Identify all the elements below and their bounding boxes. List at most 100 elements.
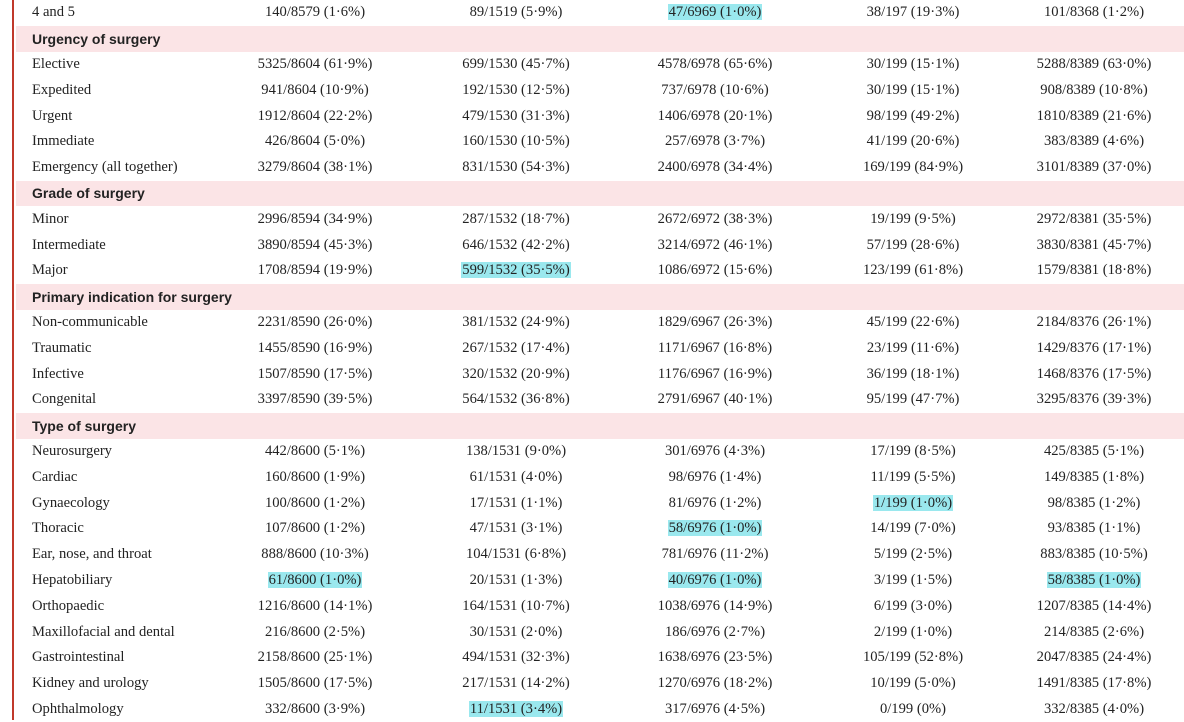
cell-value: 1455/8590 (16·9%): [257, 339, 373, 356]
table-cell: 107/8600 (1·2%): [206, 516, 424, 542]
cell-value: 442/8600 (5·1%): [264, 442, 366, 459]
table-cell: 1429/8376 (17·1%): [1004, 335, 1184, 361]
table-cell: 101/8368 (1·2%): [1004, 0, 1184, 26]
section-header-row: Type of surgery: [16, 412, 1184, 439]
table-cell: 169/199 (84·9%): [822, 155, 1004, 181]
row-label: Gynaecology: [32, 494, 110, 511]
table-cell: 138/1531 (9·0%): [424, 439, 608, 465]
table-cell: 3830/8381 (45·7%): [1004, 232, 1184, 258]
table-cell: 47/1531 (3·1%): [424, 516, 608, 542]
table-cell: 1507/8590 (17·5%): [206, 361, 424, 387]
row-label: Elective: [32, 55, 80, 72]
table-cell: 58/8385 (1·0%): [1004, 568, 1184, 594]
table-cell: 100/8600 (1·2%): [206, 490, 424, 516]
cell-value: 30/199 (15·1%): [866, 55, 960, 72]
cell-value: 160/1530 (10·5%): [462, 133, 570, 150]
row-label: Orthopaedic: [32, 597, 105, 614]
section-header-row: Grade of surgery: [16, 180, 1184, 207]
row-label: Infective: [32, 365, 84, 382]
table-cell: 2672/6972 (38·3%): [608, 206, 822, 232]
table-cell: 61/1531 (4·0%): [424, 464, 608, 490]
table-row: Congenital 3397/8590 (39·5%) 564/1532 (36·…: [16, 387, 1184, 413]
table-cell: 4578/6978 (65·6%): [608, 52, 822, 78]
cell-value: 320/1532 (20·9%): [462, 365, 570, 382]
table-row: Emergency (all together) 3279/8604 (38·1%…: [16, 155, 1184, 181]
row-label: Major: [32, 262, 68, 279]
cell-value: 169/199 (84·9%): [862, 159, 964, 176]
table-cell: 781/6976 (11·2%): [608, 542, 822, 568]
table-cell: 3397/8590 (39·5%): [206, 387, 424, 413]
table-body: 4 and 5 140/8579 (1·6%) 89/1519 (5·9%) 47/6…: [16, 0, 1184, 722]
cell-value: 1176/6967 (16·9%): [657, 365, 773, 382]
highlighted-value: 58/6976 (1·0%): [667, 520, 763, 537]
table-row: Cardiac 160/8600 (1·9%) 61/1531 (4·0%) 98/6…: [16, 464, 1184, 490]
table-cell: 2047/8385 (24·4%): [1004, 645, 1184, 671]
table-row: Major 1708/8594 (19·9%) 599/1532 (35·5%) 10…: [16, 258, 1184, 284]
cell-value: 1216/8600 (14·1%): [257, 597, 373, 614]
table-cell: 332/8600 (3·9%): [206, 697, 424, 722]
table-cell: 2184/8376 (26·1%): [1004, 310, 1184, 336]
row-label: Congenital: [32, 391, 97, 408]
cell-value: 3830/8381 (45·7%): [1036, 236, 1152, 253]
cell-value: 3/199 (1·5%): [873, 571, 953, 588]
cell-value: 257/6978 (3·7%): [664, 133, 766, 150]
table-cell: 2996/8594 (34·9%): [206, 206, 424, 232]
cell-value: 98/199 (49·2%): [866, 107, 960, 124]
table-cell: 160/1530 (10·5%): [424, 129, 608, 155]
table-cell: 149/8385 (1·8%): [1004, 464, 1184, 490]
table-cell: 1/199 (1·0%): [822, 490, 1004, 516]
cell-value: 1086/6972 (15·6%): [657, 262, 773, 279]
table-cell: 1270/6976 (18·2%): [608, 671, 822, 697]
cell-value: 30/1531 (2·0%): [469, 623, 563, 640]
row-label: Gastrointestinal: [32, 649, 125, 666]
table-cell: 3/199 (1·5%): [822, 568, 1004, 594]
table-cell: 1455/8590 (16·9%): [206, 335, 424, 361]
table-cell: 1038/6976 (14·9%): [608, 593, 822, 619]
table-cell: 1171/6967 (16·8%): [608, 335, 822, 361]
cell-value: 3101/8389 (37·0%): [1036, 159, 1152, 176]
table-cell: 6/199 (3·0%): [822, 593, 1004, 619]
cell-value: 1429/8376 (17·1%): [1036, 339, 1152, 356]
table-row: Infective 1507/8590 (17·5%) 320/1532 (20·9…: [16, 361, 1184, 387]
cell-value: 41/199 (20·6%): [866, 133, 960, 150]
table-cell: 95/199 (47·7%): [822, 387, 1004, 413]
cell-value: 332/8600 (3·9%): [264, 700, 366, 717]
row-label: Immediate: [32, 133, 95, 150]
table-cell: 1207/8385 (14·4%): [1004, 593, 1184, 619]
cell-value: 831/1530 (54·3%): [462, 159, 570, 176]
row-label: Ophthalmology: [32, 700, 124, 717]
table-row: Ophthalmology 332/8600 (3·9%) 11/1531 (3·4…: [16, 697, 1184, 722]
section-title: Type of surgery: [16, 412, 1184, 439]
highlighted-value: 61/8600 (1·0%): [267, 571, 363, 588]
cell-value: 1505/8600 (17·5%): [257, 675, 373, 692]
table-cell: 30/199 (15·1%): [822, 77, 1004, 103]
table-cell: 1638/6976 (23·5%): [608, 645, 822, 671]
cell-value: 317/6976 (4·5%): [664, 700, 766, 717]
table-cell: 2/199 (1·0%): [822, 619, 1004, 645]
cell-value: 2047/8385 (24·4%): [1036, 649, 1152, 666]
cell-value: 781/6976 (11·2%): [661, 546, 769, 563]
cell-value: 17/199 (8·5%): [870, 442, 956, 459]
table-cell: 45/199 (22·6%): [822, 310, 1004, 336]
cell-value: 216/8600 (2·5%): [264, 623, 366, 640]
table-cell: 98/199 (49·2%): [822, 103, 1004, 129]
row-label: Kidney and urology: [32, 675, 149, 692]
highlighted-value: 1/199 (1·0%): [872, 494, 954, 511]
table-cell: 2972/8381 (35·5%): [1004, 206, 1184, 232]
cell-value: 1468/8376 (17·5%): [1036, 365, 1152, 382]
cell-value: 160/8600 (1·9%): [264, 468, 366, 485]
cell-value: 107/8600 (1·2%): [264, 520, 366, 537]
cell-value: 6/199 (3·0%): [873, 597, 953, 614]
table-cell: 123/199 (61·8%): [822, 258, 1004, 284]
table-cell: 888/8600 (10·3%): [206, 542, 424, 568]
table-cell: 81/6976 (1·2%): [608, 490, 822, 516]
table-cell: 3890/8594 (45·3%): [206, 232, 424, 258]
cell-value: 14/199 (7·0%): [870, 520, 956, 537]
cell-value: 646/1532 (42·2%): [462, 236, 570, 253]
cell-value: 17/1531 (1·1%): [469, 494, 563, 511]
cell-value: 36/199 (18·1%): [866, 365, 960, 382]
row-label: Urgent: [32, 107, 73, 124]
table-cell: 564/1532 (36·8%): [424, 387, 608, 413]
table-cell: 160/8600 (1·9%): [206, 464, 424, 490]
table-cell: 1912/8604 (22·2%): [206, 103, 424, 129]
